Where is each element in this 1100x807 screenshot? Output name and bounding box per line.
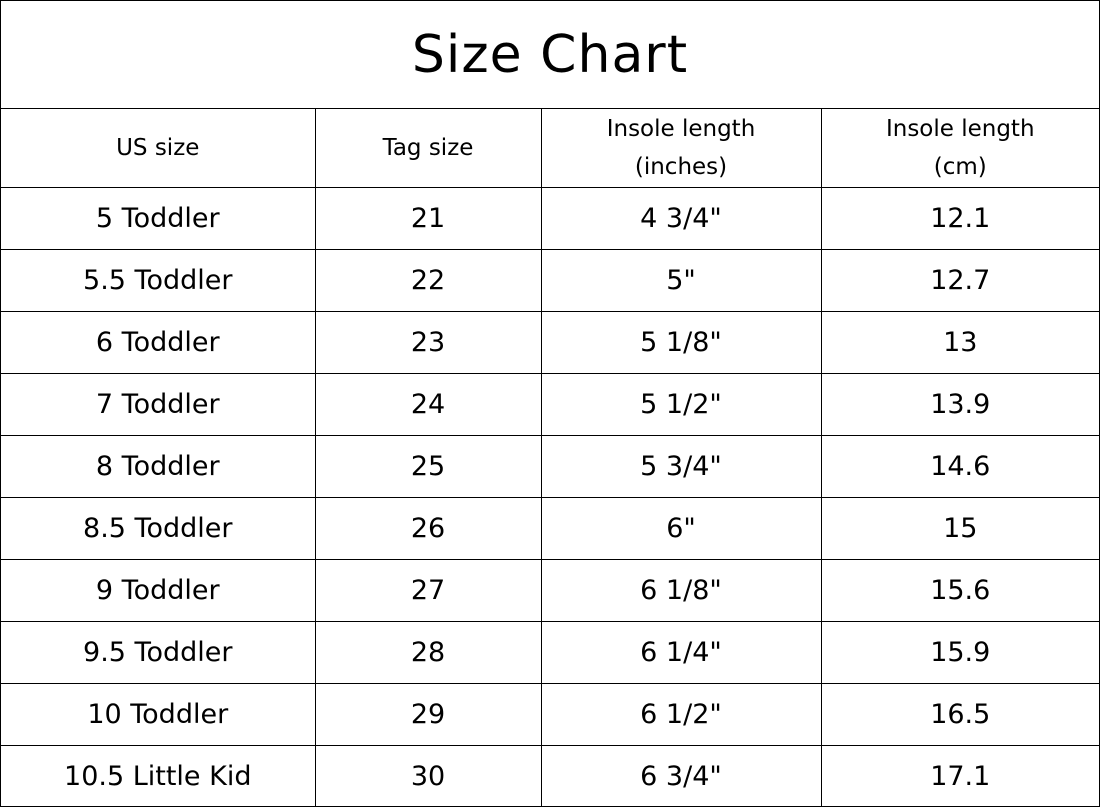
- table-cell: 30: [314, 745, 542, 807]
- column-header: Insole length (cm): [820, 109, 1099, 188]
- table-cell: 5 1/8": [540, 311, 822, 374]
- table-cell: 6 1/2": [540, 683, 822, 746]
- table-cell: 26: [314, 497, 542, 560]
- table-cell: 5": [540, 249, 822, 312]
- table-cell: 8.5 Toddler: [1, 497, 316, 560]
- table-cell: 25: [314, 435, 542, 498]
- table-cell: 23: [314, 311, 542, 374]
- table-row: 6 Toddler 23 5 1/8" 13: [1, 311, 1099, 374]
- table-row: 10.5 Little Kid 30 6 3/4" 17.1: [1, 745, 1099, 807]
- table-cell: 9.5 Toddler: [1, 621, 316, 684]
- table-cell: 5 3/4": [540, 435, 822, 498]
- column-header: US size: [1, 109, 316, 188]
- table-cell: 6": [540, 497, 822, 560]
- table-cell: 12.1: [820, 187, 1099, 250]
- table-row: 5 Toddler 21 4 3/4" 12.1: [1, 187, 1099, 250]
- table-row: 9.5 Toddler 28 6 1/4" 15.9: [1, 621, 1099, 684]
- header-row: US size Tag size Insole length (inches) Ins…: [1, 109, 1099, 188]
- page-title: Size Chart: [1, 1, 1099, 109]
- table-cell: 13: [820, 311, 1099, 374]
- table-row: 10 Toddler 29 6 1/2" 16.5: [1, 683, 1099, 746]
- table-cell: 10.5 Little Kid: [1, 745, 316, 807]
- table-cell: 16.5: [820, 683, 1099, 746]
- table-cell: 7 Toddler: [1, 373, 316, 436]
- table-cell: 22: [314, 249, 542, 312]
- table-cell: 13.9: [820, 373, 1099, 436]
- table-cell: 6 3/4": [540, 745, 822, 807]
- table-cell: 15: [820, 497, 1099, 560]
- table-cell: 12.7: [820, 249, 1099, 312]
- column-header: Tag size: [314, 109, 542, 188]
- table-row: 7 Toddler 24 5 1/2" 13.9: [1, 373, 1099, 436]
- table-cell: 29: [314, 683, 542, 746]
- table-cell: 6 1/4": [540, 621, 822, 684]
- table-cell: 4 3/4": [540, 187, 822, 250]
- size-table: US size Tag size Insole length (inches) Ins…: [1, 109, 1099, 807]
- table-cell: 6 1/8": [540, 559, 822, 622]
- table-cell: 28: [314, 621, 542, 684]
- table-cell: 21: [314, 187, 542, 250]
- table-cell: 9 Toddler: [1, 559, 316, 622]
- table-cell: 5 Toddler: [1, 187, 316, 250]
- table-cell: 6 Toddler: [1, 311, 316, 374]
- table-row: 9 Toddler 27 6 1/8" 15.6: [1, 559, 1099, 622]
- table-cell: 5.5 Toddler: [1, 249, 316, 312]
- table-cell: 27: [314, 559, 542, 622]
- column-header: Insole length (inches): [540, 109, 822, 188]
- table-row: 8.5 Toddler 26 6" 15: [1, 497, 1099, 560]
- table-row: 5.5 Toddler 22 5" 12.7: [1, 249, 1099, 312]
- table-cell: 10 Toddler: [1, 683, 316, 746]
- table-cell: 15.6: [820, 559, 1099, 622]
- table-cell: 24: [314, 373, 542, 436]
- table-cell: 17.1: [820, 745, 1099, 807]
- table-cell: 8 Toddler: [1, 435, 316, 498]
- table-cell: 5 1/2": [540, 373, 822, 436]
- table-cell: 15.9: [820, 621, 1099, 684]
- table-row: 8 Toddler 25 5 3/4" 14.6: [1, 435, 1099, 498]
- table-cell: 14.6: [820, 435, 1099, 498]
